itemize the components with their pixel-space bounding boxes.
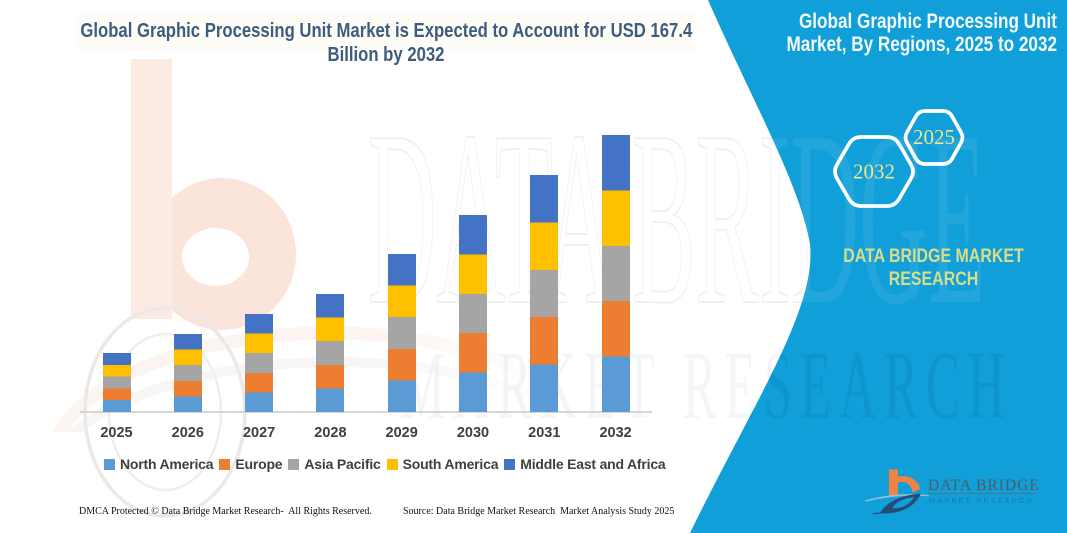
- svg-text:2032: 2032: [853, 160, 895, 184]
- svg-text:2025: 2025: [913, 125, 955, 149]
